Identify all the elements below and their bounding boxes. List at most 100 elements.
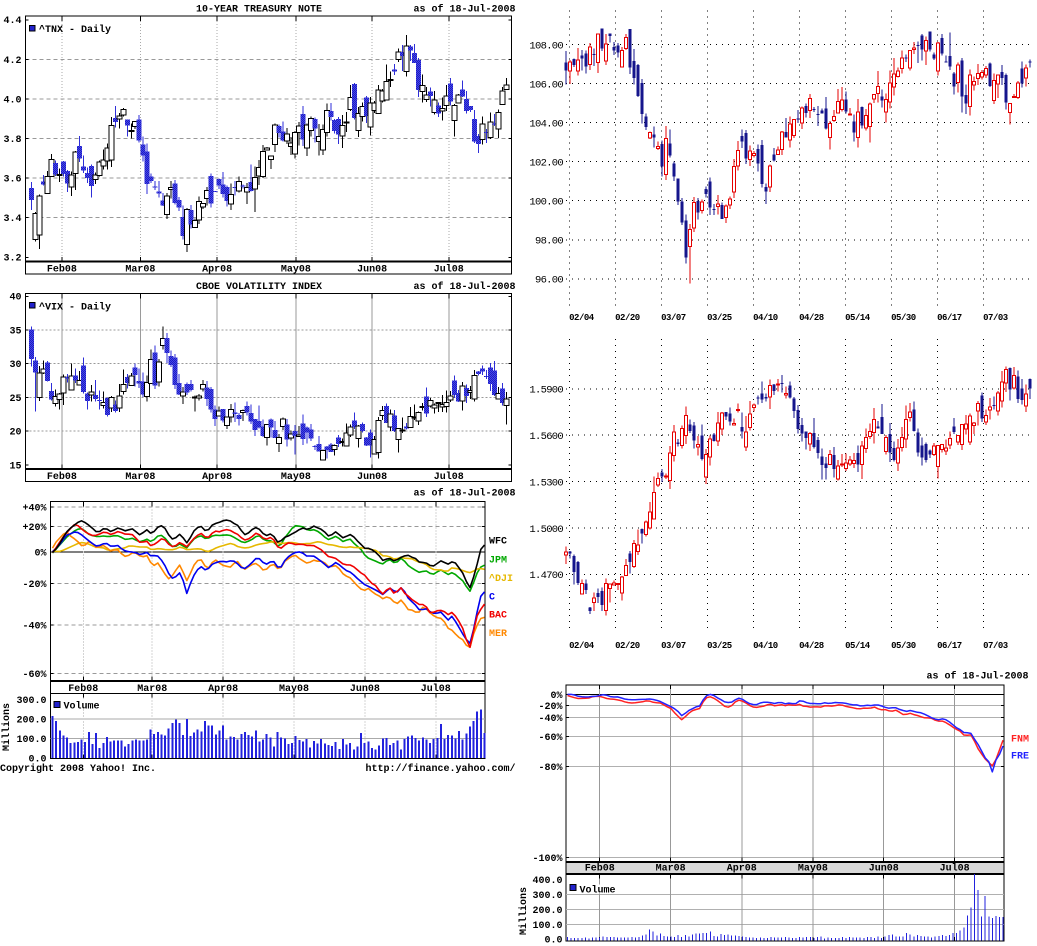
svg-text:-20%: -20% bbox=[538, 702, 562, 713]
svg-text:^TNX - Daily: ^TNX - Daily bbox=[39, 24, 111, 36]
svg-text:4.2: 4.2 bbox=[3, 56, 21, 67]
svg-text:05/30: 05/30 bbox=[891, 641, 916, 651]
svg-text:MER: MER bbox=[489, 629, 507, 640]
svg-text:-60%: -60% bbox=[22, 670, 46, 681]
svg-text:30: 30 bbox=[9, 360, 21, 371]
svg-text:03/07: 03/07 bbox=[661, 313, 686, 323]
svg-text:C: C bbox=[489, 593, 495, 604]
svg-text:104.00: 104.00 bbox=[529, 119, 563, 131]
svg-text:Feb08: Feb08 bbox=[47, 264, 77, 276]
svg-text:Volume: Volume bbox=[64, 701, 100, 713]
svg-text:JPM: JPM bbox=[489, 556, 507, 567]
svg-text:Millions: Millions bbox=[1, 703, 13, 751]
svg-text:Feb08: Feb08 bbox=[68, 683, 98, 695]
svg-text:Jun08: Jun08 bbox=[357, 265, 387, 276]
svg-text:02/20: 02/20 bbox=[615, 313, 640, 323]
svg-text:106.00: 106.00 bbox=[529, 79, 563, 91]
svg-text:May08: May08 bbox=[279, 684, 309, 695]
svg-text:-40%: -40% bbox=[538, 714, 562, 725]
svg-text:1.5900: 1.5900 bbox=[529, 385, 563, 397]
svg-text:98.00: 98.00 bbox=[535, 236, 563, 248]
svg-text:Jun08: Jun08 bbox=[350, 684, 380, 695]
svg-text:1.5300: 1.5300 bbox=[529, 477, 563, 489]
svg-text:Millions: Millions bbox=[518, 887, 530, 935]
svg-text:-100%: -100% bbox=[532, 854, 562, 865]
svg-text:Mar08: Mar08 bbox=[656, 864, 686, 875]
svg-text:Apr08: Apr08 bbox=[208, 684, 238, 695]
svg-text:03/25: 03/25 bbox=[707, 641, 732, 651]
svg-text:as of 18-Jul-2008: as of 18-Jul-2008 bbox=[413, 281, 515, 293]
svg-text:May08: May08 bbox=[281, 472, 311, 483]
svg-text:May08: May08 bbox=[798, 864, 828, 875]
svg-text:Copyright 2008 Yahoo! Inc.: Copyright 2008 Yahoo! Inc. bbox=[0, 763, 156, 775]
svg-text:3.6: 3.6 bbox=[3, 175, 21, 186]
svg-text:04/28: 04/28 bbox=[799, 313, 824, 323]
svg-text:05/30: 05/30 bbox=[891, 313, 916, 323]
svg-text:40: 40 bbox=[9, 293, 21, 304]
svg-text:04/10: 04/10 bbox=[753, 313, 778, 323]
svg-text:06/17: 06/17 bbox=[937, 313, 962, 323]
svg-text:100.0: 100.0 bbox=[532, 921, 562, 932]
svg-text:0.0: 0.0 bbox=[28, 754, 46, 765]
svg-text:96.00: 96.00 bbox=[535, 275, 563, 287]
svg-text:10-YEAR TREASURY NOTE: 10-YEAR TREASURY NOTE bbox=[196, 5, 322, 16]
svg-text:300.0: 300.0 bbox=[532, 891, 562, 902]
svg-text:200.0: 200.0 bbox=[16, 715, 46, 726]
svg-text:03/25: 03/25 bbox=[707, 313, 732, 323]
svg-text:Jul08: Jul08 bbox=[434, 264, 464, 276]
svg-text:0%: 0% bbox=[34, 548, 46, 559]
svg-text:1.4700: 1.4700 bbox=[529, 570, 563, 582]
svg-text:Jun08: Jun08 bbox=[869, 864, 899, 875]
svg-text:20: 20 bbox=[9, 428, 21, 439]
svg-text:+40%: +40% bbox=[22, 503, 46, 514]
svg-text:May08: May08 bbox=[281, 265, 311, 276]
svg-text:http://finance.yahoo.com/: http://finance.yahoo.com/ bbox=[365, 763, 515, 775]
svg-text:^VIX - Daily: ^VIX - Daily bbox=[39, 302, 111, 314]
svg-text:35: 35 bbox=[9, 326, 21, 337]
svg-text:+20%: +20% bbox=[22, 523, 46, 534]
svg-text:3.2: 3.2 bbox=[3, 254, 21, 265]
svg-text:100.00: 100.00 bbox=[529, 197, 563, 209]
svg-text:3.4: 3.4 bbox=[3, 214, 21, 225]
svg-text:02/20: 02/20 bbox=[615, 641, 640, 651]
svg-text:0%: 0% bbox=[550, 691, 562, 702]
svg-text:05/14: 05/14 bbox=[845, 313, 871, 323]
svg-text:108.00: 108.00 bbox=[529, 40, 563, 52]
svg-text:02/04: 02/04 bbox=[569, 313, 595, 323]
svg-text:Jun08: Jun08 bbox=[357, 472, 387, 483]
svg-text:CBOE VOLATILITY INDEX: CBOE VOLATILITY INDEX bbox=[196, 282, 322, 293]
svg-text:4.4: 4.4 bbox=[3, 16, 21, 27]
svg-text:15: 15 bbox=[9, 461, 21, 472]
svg-text:06/17: 06/17 bbox=[937, 641, 962, 651]
svg-text:1.5600: 1.5600 bbox=[529, 431, 563, 443]
svg-text:BAC: BAC bbox=[489, 611, 507, 622]
svg-text:05/14: 05/14 bbox=[845, 641, 871, 651]
svg-text:07/03: 07/03 bbox=[983, 641, 1008, 651]
svg-text:FNM: FNM bbox=[1011, 735, 1029, 746]
svg-text:Jul08: Jul08 bbox=[434, 471, 464, 483]
svg-text:100.0: 100.0 bbox=[16, 735, 46, 746]
svg-text:03/07: 03/07 bbox=[661, 641, 686, 651]
svg-text:Feb08: Feb08 bbox=[585, 863, 615, 875]
svg-text:^DJI: ^DJI bbox=[489, 573, 513, 585]
svg-text:400.0: 400.0 bbox=[532, 876, 562, 887]
svg-text:Mar08: Mar08 bbox=[137, 684, 167, 695]
svg-text:-80%: -80% bbox=[538, 763, 562, 774]
svg-text:-20%: -20% bbox=[22, 580, 46, 591]
svg-text:-60%: -60% bbox=[538, 733, 562, 744]
svg-text:Feb08: Feb08 bbox=[47, 471, 77, 483]
svg-text:25: 25 bbox=[9, 394, 21, 405]
svg-text:04/10: 04/10 bbox=[753, 641, 778, 651]
svg-text:07/03: 07/03 bbox=[983, 313, 1008, 323]
svg-text:Jul08: Jul08 bbox=[940, 863, 970, 875]
svg-text:200.0: 200.0 bbox=[532, 906, 562, 917]
svg-text:Mar08: Mar08 bbox=[125, 265, 155, 276]
svg-text:04/28: 04/28 bbox=[799, 641, 824, 651]
svg-text:0.0: 0.0 bbox=[544, 936, 562, 946]
svg-text:as of 18-Jul-2008: as of 18-Jul-2008 bbox=[413, 4, 515, 16]
svg-text:Apr08: Apr08 bbox=[727, 864, 757, 875]
svg-text:Mar08: Mar08 bbox=[125, 472, 155, 483]
svg-text:as of 18-Jul-2008: as of 18-Jul-2008 bbox=[926, 671, 1028, 683]
svg-text:02/04: 02/04 bbox=[569, 641, 595, 651]
svg-text:Jul08: Jul08 bbox=[421, 683, 451, 695]
